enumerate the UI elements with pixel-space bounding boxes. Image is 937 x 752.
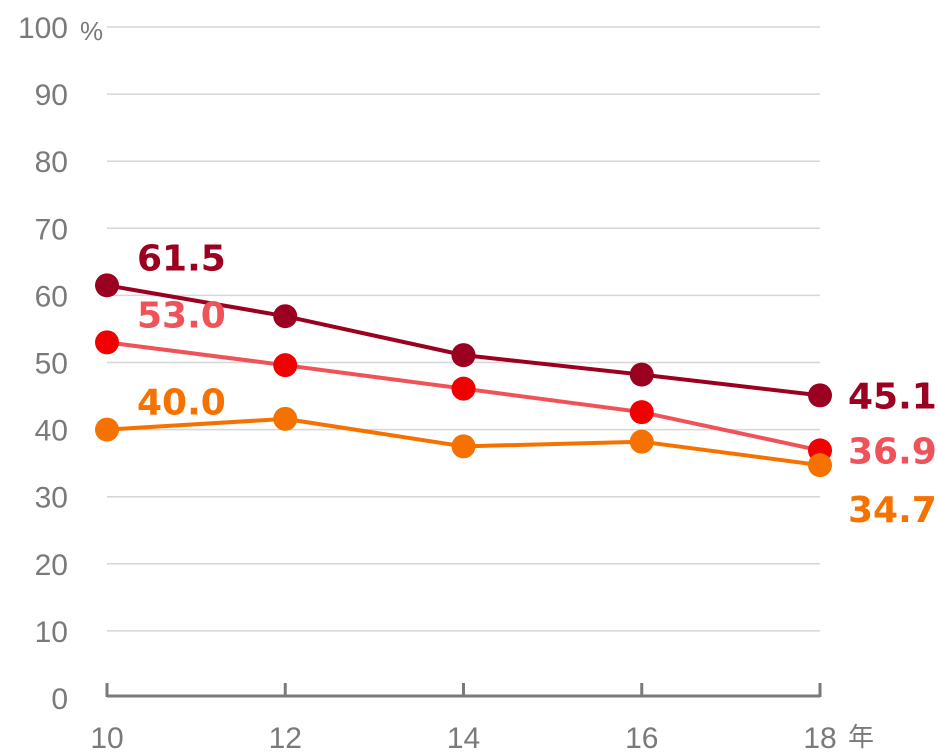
y-tick-label: 50 xyxy=(35,348,68,381)
data-point-series-3 xyxy=(451,434,476,459)
y-tick-label: 20 xyxy=(35,549,68,582)
y-tick-label: 70 xyxy=(35,213,68,246)
y-tick-label: 10 xyxy=(35,616,68,649)
data-point-series-3 xyxy=(273,406,298,431)
data-point-series-1 xyxy=(451,343,476,368)
data-point-series-3 xyxy=(95,417,119,442)
y-tick-label: 0 xyxy=(51,683,68,716)
data-label-series-1: 45.1 xyxy=(848,376,937,417)
y-tick-label: 30 xyxy=(35,482,68,515)
data-point-series-1 xyxy=(629,362,654,387)
y-tick-label: 90 xyxy=(35,79,68,112)
data-label-series-3: 34.7 xyxy=(848,490,937,531)
x-tick-label: 18 xyxy=(803,722,836,752)
x-tick-label: 10 xyxy=(90,722,123,752)
data-point-series-3 xyxy=(629,429,654,454)
data-point-series-1 xyxy=(95,273,119,298)
y-unit-label: % xyxy=(80,16,103,46)
y-tick-label: 60 xyxy=(35,280,68,313)
data-point-series-3 xyxy=(808,453,832,478)
data-label-series-2: 36.9 xyxy=(848,431,937,472)
x-axis: 10 12 14 16 18 年 xyxy=(90,683,874,752)
data-point-series-2 xyxy=(95,330,119,355)
data-labels: 61.5 45.1 53.0 36.9 40.0 34.7 xyxy=(137,238,937,531)
data-point-series-2 xyxy=(273,353,298,378)
data-point-series-1 xyxy=(808,383,832,408)
data-point-series-2 xyxy=(629,400,654,425)
y-tick-label: 80 xyxy=(35,146,68,179)
x-tick-label: 16 xyxy=(625,722,658,752)
x-unit-label: 年 xyxy=(848,722,874,752)
data-point-series-2 xyxy=(451,376,476,401)
data-label-series-1: 61.5 xyxy=(137,238,226,279)
data-point-series-1 xyxy=(273,304,298,329)
y-tick-label: 40 xyxy=(35,415,68,448)
x-tick-label: 14 xyxy=(447,722,480,752)
x-tick-label: 12 xyxy=(269,722,302,752)
series-group xyxy=(95,273,832,478)
y-tick-label: 100 xyxy=(18,12,68,45)
y-axis-tick-labels: 0 10 20 30 40 50 60 70 80 90 100% xyxy=(18,12,103,716)
data-label-series-2: 53.0 xyxy=(137,295,226,336)
data-label-series-3: 40.0 xyxy=(137,383,226,424)
